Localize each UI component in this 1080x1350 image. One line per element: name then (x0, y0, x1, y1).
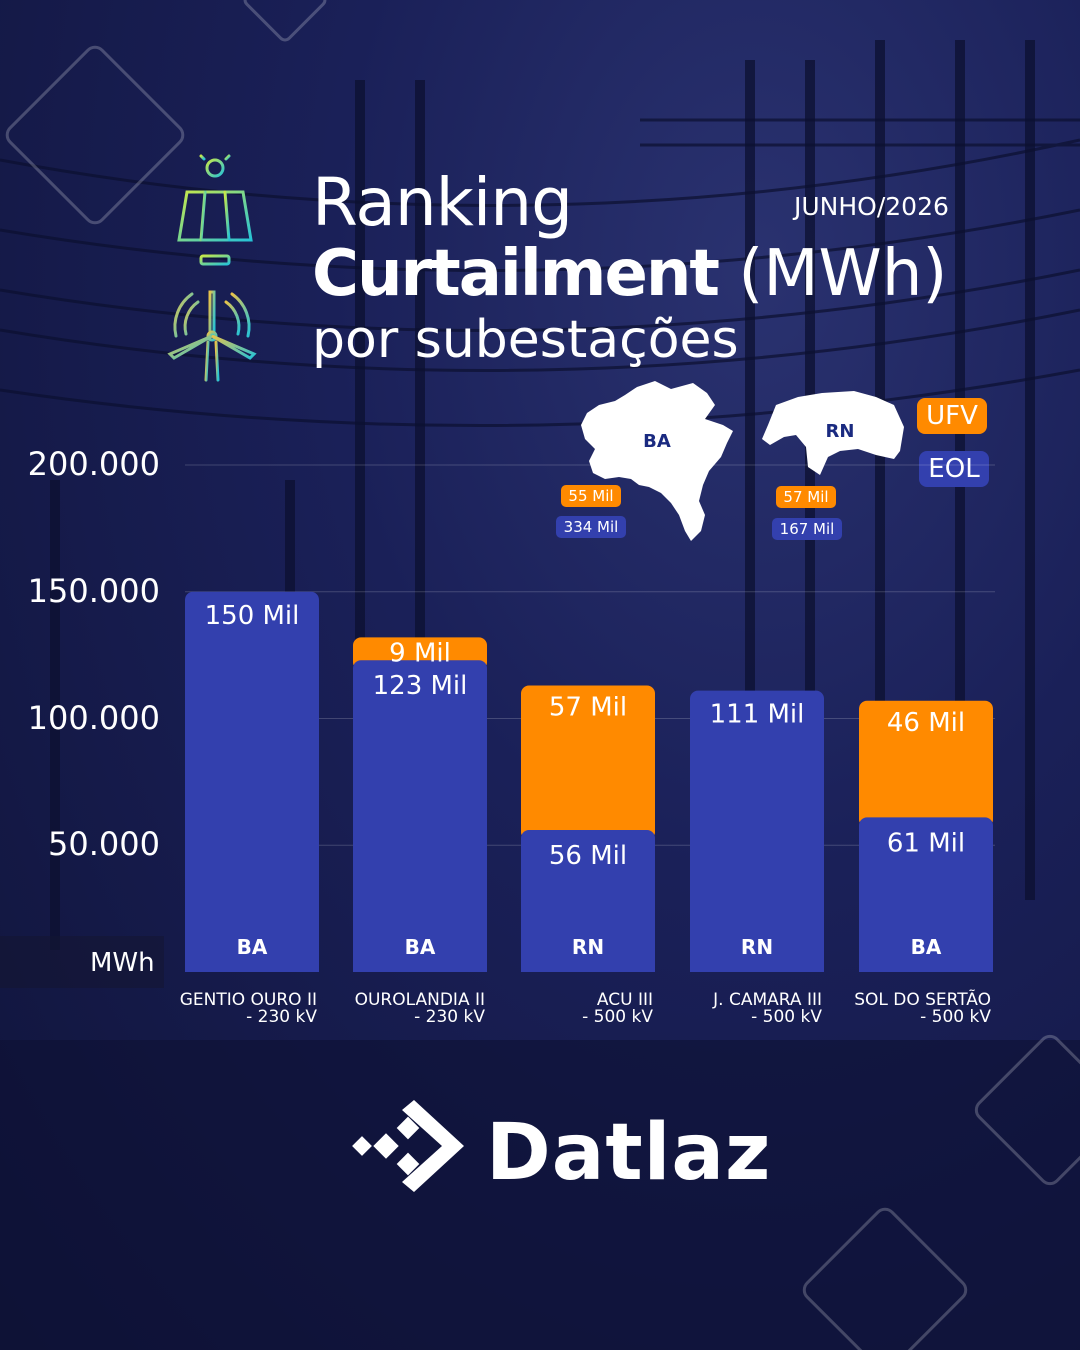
ba-eol-total: 334 Mil (556, 516, 626, 538)
page-title: Ranking Curtailment (MWh) por subestaçõe… (312, 164, 947, 370)
brand-name: Datlaz (486, 1108, 772, 1198)
title-line-2: Curtailment (MWh) (312, 242, 947, 306)
ba-ufv-total: 55 Mil (561, 485, 621, 507)
date-label: JUNHO/2026 (794, 192, 949, 221)
bar-label-ufv: 57 Mil (549, 693, 627, 723)
bar-eol (859, 817, 993, 972)
bar-state-label: RN (572, 935, 604, 959)
solar-panel-icon (169, 148, 261, 266)
bar-eol-base (353, 960, 487, 972)
bar-label-eol: 150 Mil (205, 601, 300, 631)
bar-ufv (859, 700, 993, 828)
rio-grande-do-norte-map-icon: RN (762, 391, 904, 475)
y-tick-label: 200.000 (27, 445, 160, 483)
bar-state-label: BA (911, 935, 942, 959)
bar-eol-base (859, 960, 993, 972)
x-tick-label: GENTIO OURO II - 230 kV (179, 990, 317, 1027)
bar-eol-base (521, 960, 655, 972)
x-tick-label: ACU III - 500 kV (582, 990, 653, 1027)
bar-label-eol: 123 Mil (373, 671, 468, 701)
bar-ufv (521, 685, 655, 841)
y-tick-label: 50.000 (48, 825, 160, 864)
x-tick-label: OUROLANDIA II - 230 kV (354, 990, 485, 1027)
bar-eol (185, 591, 319, 972)
rn-eol-total: 167 Mil (772, 518, 842, 540)
bar-state-label: BA (237, 935, 268, 959)
y-axis-label-box (0, 936, 164, 988)
bahia-map-label: BA (643, 431, 671, 452)
title-line-1: Ranking (312, 164, 573, 241)
bahia-map-icon: BA (581, 381, 733, 541)
y-tick-label: 150.000 (27, 571, 160, 610)
bar-state-label: BA (405, 935, 436, 959)
bar-eol-base (690, 960, 824, 972)
rn-ufv-total: 57 Mil (776, 486, 836, 508)
datlaz-logo-icon (352, 1100, 464, 1192)
wind-turbine-icon (167, 290, 257, 390)
y-tick-label: 100.000 (27, 698, 160, 737)
bar-state-label: RN (741, 935, 773, 959)
legend-eol: EOL (919, 451, 989, 487)
bar-label-ufv: 9 Mil (389, 638, 451, 668)
bar-label-ufv: 46 Mil (887, 708, 965, 738)
x-tick-label: SOL DO SERTÃO - 500 kV (854, 990, 991, 1027)
title-unit: (MWh) (738, 237, 948, 311)
bar-label-eol: 56 Mil (549, 841, 627, 871)
bar-eol-base (185, 960, 319, 972)
title-line-3: por subestações (312, 310, 739, 370)
bar-eol (521, 830, 655, 972)
y-axis-label: MWh (90, 948, 155, 978)
bar-eol (353, 660, 487, 972)
bar-label-eol: 61 Mil (887, 828, 965, 858)
x-tick-label: J. CAMARA III - 500 kV (713, 990, 822, 1027)
bar-label-eol: 111 Mil (710, 700, 805, 730)
legend-ufv: UFV (917, 398, 987, 434)
bar-eol (690, 690, 824, 972)
title-bold: Curtailment (312, 237, 720, 311)
rn-map-label: RN (826, 421, 855, 442)
